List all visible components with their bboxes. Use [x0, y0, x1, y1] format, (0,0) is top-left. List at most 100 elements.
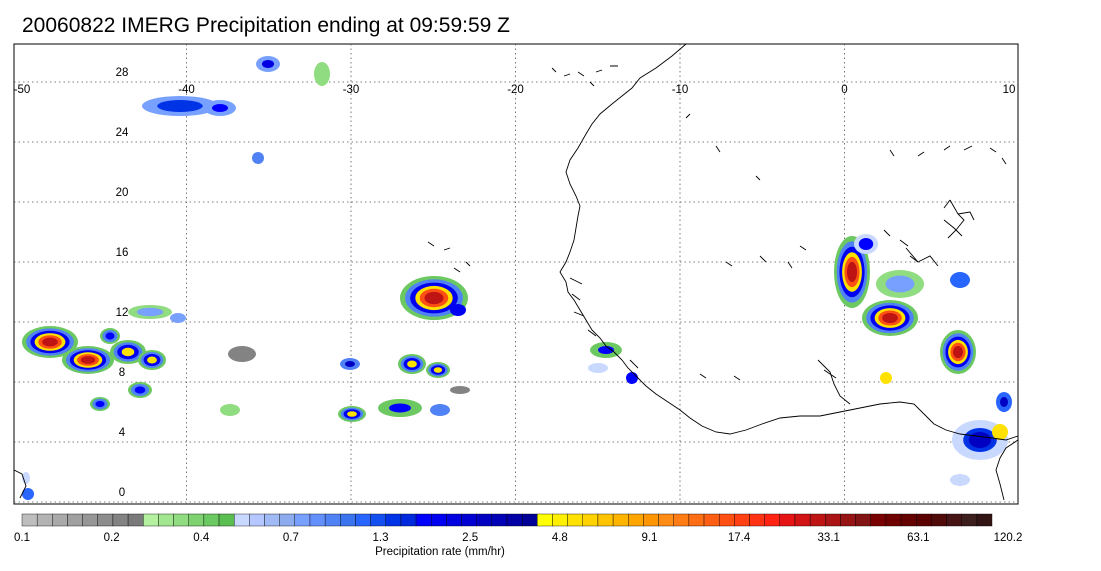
- lat-tick-label: 16: [116, 247, 129, 259]
- colorbar-cell: [734, 513, 750, 527]
- lon-tick-label: -50: [14, 84, 31, 96]
- colorbar-cell: [461, 513, 477, 527]
- precip-cell: [950, 272, 970, 288]
- lon-tick-label: 10: [1003, 84, 1016, 96]
- colorbar-cell: [431, 513, 447, 527]
- precip-cell: [450, 386, 470, 394]
- colorbar-cell: [158, 513, 174, 527]
- precip-cell: [588, 363, 608, 373]
- axis-tick-labels: -50 -40 -30 -20 -10 0 10 28 24 20 16 12 8 4 0: [14, 67, 1016, 499]
- precip-cell: [1000, 397, 1008, 407]
- lake-chad: [943, 199, 975, 239]
- colorbar-tick-label: 0.2: [104, 532, 120, 544]
- precip-cell: [992, 424, 1008, 440]
- precip-cell: [952, 345, 964, 359]
- colorbar-cell: [612, 513, 629, 527]
- colorbar-cell: [21, 513, 38, 527]
- colorbar-cell: [127, 513, 144, 527]
- colorbar-cell: [582, 513, 599, 527]
- colorbar-cell: [809, 513, 826, 527]
- colorbar-cell: [249, 513, 265, 527]
- precip-cell: [121, 347, 135, 357]
- precip-cell: [598, 346, 614, 354]
- cape-verde: [427, 241, 471, 273]
- colorbar-label: Precipitation rate (mm/hr): [375, 546, 505, 558]
- colorbar-tick-label: 1.3: [373, 532, 389, 544]
- chad-basin-rivers: [905, 219, 963, 267]
- colorbar-cell: [203, 513, 220, 527]
- colorbar-cell: [173, 513, 189, 527]
- inland-lakes: [685, 113, 1007, 381]
- colorbar-cell: [658, 513, 674, 527]
- precip-cell: [252, 152, 264, 164]
- precip-cell: [314, 62, 330, 86]
- colorbar-cell: [218, 513, 235, 527]
- precip-cell: [433, 367, 443, 373]
- colorbar-cell: [521, 513, 538, 527]
- colorbar-cell: [400, 513, 417, 527]
- colorbar-cell: [718, 513, 735, 527]
- precip-cell: [22, 488, 34, 500]
- precip-cell: [262, 60, 274, 68]
- colorbar-tick-label: 120.2: [994, 532, 1023, 544]
- colorbar-cell: [294, 513, 311, 527]
- colorbar-cell: [97, 513, 114, 527]
- colorbar-cell: [597, 513, 614, 527]
- colorbar-cell: [52, 513, 68, 527]
- colorbar-cell: [931, 513, 947, 527]
- west-africa-coastline: [559, 43, 1019, 441]
- precip-cell: [228, 346, 256, 362]
- lon-tick-label: -20: [507, 84, 524, 96]
- colorbar-cell: [67, 513, 83, 527]
- precip-cell: [882, 312, 898, 324]
- precip-cell: [347, 411, 357, 417]
- precip-cell: [136, 307, 164, 317]
- colorbar-cell: [264, 513, 280, 527]
- lat-tick-label: 20: [116, 187, 129, 199]
- cameroon-coast: [995, 439, 1019, 501]
- precipitation-cells: [22, 56, 1012, 500]
- lon-tick-label: -40: [178, 84, 195, 96]
- precip-cell: [42, 337, 58, 347]
- colorbar-cell: [340, 513, 356, 527]
- precip-cell: [950, 474, 970, 486]
- lat-tick-label: 4: [119, 427, 126, 439]
- precip-cell: [424, 291, 444, 305]
- precip-cell: [170, 313, 186, 323]
- colorbar-cell: [385, 513, 402, 527]
- colorbar-tick-label: 33.1: [818, 532, 840, 544]
- colorbar-cell: [567, 513, 583, 527]
- colorbar-tick-label: 4.8: [552, 532, 568, 544]
- niger-river-delta: [817, 359, 851, 405]
- colorbar-cell: [36, 513, 53, 527]
- precip-cell: [80, 356, 96, 364]
- colorbar-cell: [794, 513, 811, 527]
- colorbar-cell: [870, 513, 887, 527]
- colorbar-cell: [961, 513, 978, 527]
- coastline: [13, 43, 1019, 501]
- colorbar-cells: [21, 513, 993, 527]
- precip-cell: [407, 360, 417, 368]
- colorbar-cell: [143, 513, 159, 527]
- precip-cell: [880, 372, 892, 384]
- senegal-coast: [569, 277, 639, 369]
- colorbar-tick-label: 0.1: [14, 532, 30, 544]
- precip-cell: [345, 361, 355, 367]
- lat-tick-label: 28: [116, 67, 129, 79]
- precip-cell: [885, 275, 915, 293]
- colorbar-cell: [703, 513, 720, 527]
- precip-cell: [389, 403, 411, 413]
- lat-tick-label: 8: [119, 367, 125, 379]
- colorbar-cell: [900, 513, 917, 527]
- lon-tick-label: -30: [343, 84, 360, 96]
- map-title: 20060822 IMERG Precipitation ending at 0…: [22, 14, 510, 37]
- colorbar-cell: [279, 513, 296, 527]
- precip-cell: [157, 100, 203, 112]
- colorbar-cell: [916, 513, 932, 527]
- colorbar-cell: [840, 513, 856, 527]
- colorbar-cell: [112, 513, 129, 527]
- colorbar-tick-label: 2.5: [462, 532, 478, 544]
- colorbar-cell: [946, 513, 962, 527]
